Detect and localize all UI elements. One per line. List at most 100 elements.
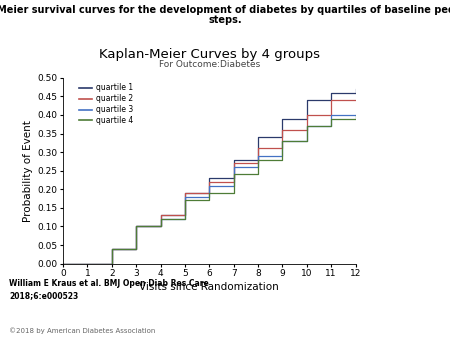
quartile 3 xyxy=(158,217,163,221)
quartile 4 xyxy=(279,158,285,162)
quartile 3 xyxy=(231,165,236,169)
quartile 3 xyxy=(304,139,310,143)
quartile 2 xyxy=(133,247,139,251)
quartile 3 xyxy=(255,154,261,158)
Text: For Outcome:Diabetes: For Outcome:Diabetes xyxy=(158,61,260,69)
quartile 4 xyxy=(60,262,66,266)
quartile 4 xyxy=(207,198,212,202)
quartile 2 xyxy=(207,180,212,184)
quartile 1 xyxy=(133,224,139,228)
quartile 1 xyxy=(279,117,285,121)
quartile 1 xyxy=(158,213,163,217)
Legend: quartile 1, quartile 2, quartile 3, quartile 4: quartile 1, quartile 2, quartile 3, quar… xyxy=(78,83,133,125)
quartile 2 xyxy=(182,213,188,217)
quartile 4 xyxy=(304,124,310,128)
quartile 3 xyxy=(182,217,188,221)
quartile 1 xyxy=(207,176,212,180)
quartile 4 xyxy=(279,139,285,143)
quartile 4 xyxy=(328,117,334,121)
quartile 3 xyxy=(207,195,212,199)
quartile 2 xyxy=(133,224,139,228)
Text: William E Kraus et al. BMJ Open Diab Res Care
2018;6:e000523: William E Kraus et al. BMJ Open Diab Res… xyxy=(9,279,209,300)
quartile 1 xyxy=(353,87,358,91)
quartile 4 xyxy=(255,172,261,176)
X-axis label: Visits since Randomization: Visits since Randomization xyxy=(140,282,279,292)
quartile 3 xyxy=(231,184,236,188)
quartile 1 xyxy=(231,176,236,180)
quartile 2 xyxy=(279,128,285,132)
quartile 3 xyxy=(207,184,212,188)
Title: Kaplan-Meier Curves by 4 groups: Kaplan-Meier Curves by 4 groups xyxy=(99,48,320,61)
Text: steps.: steps. xyxy=(208,15,242,25)
quartile 4 xyxy=(328,124,334,128)
quartile 3 xyxy=(133,224,139,228)
quartile 2 xyxy=(304,128,310,132)
quartile 2 xyxy=(353,98,358,102)
quartile 4 xyxy=(231,172,236,176)
quartile 1 xyxy=(60,262,66,266)
quartile 4 xyxy=(353,117,358,121)
quartile 2 xyxy=(304,113,310,117)
quartile 1 xyxy=(133,247,139,251)
quartile 4 xyxy=(133,224,139,228)
quartile 3 xyxy=(328,113,334,117)
quartile 1 xyxy=(255,158,261,162)
Text: Kaplan-Meier survival curves for the development of diabetes by quartiles of bas: Kaplan-Meier survival curves for the dev… xyxy=(0,5,450,15)
quartile 4 xyxy=(109,247,114,251)
quartile 3 xyxy=(353,113,358,117)
quartile 2 xyxy=(279,146,285,150)
Line: quartile 1: quartile 1 xyxy=(63,89,356,264)
quartile 2 xyxy=(255,146,261,150)
quartile 4 xyxy=(109,262,114,266)
quartile 3 xyxy=(279,154,285,158)
quartile 4 xyxy=(182,198,188,202)
quartile 3 xyxy=(304,124,310,128)
quartile 3 xyxy=(328,124,334,128)
quartile 2 xyxy=(255,161,261,165)
quartile 4 xyxy=(207,191,212,195)
quartile 4 xyxy=(158,217,163,221)
quartile 1 xyxy=(207,191,212,195)
Line: quartile 4: quartile 4 xyxy=(63,115,356,264)
quartile 4 xyxy=(133,247,139,251)
quartile 2 xyxy=(109,247,114,251)
quartile 1 xyxy=(182,191,188,195)
Text: BMJ Open
Diabetes
Research
& Care: BMJ Open Diabetes Research & Care xyxy=(387,272,428,318)
quartile 1 xyxy=(328,98,334,102)
quartile 2 xyxy=(109,262,114,266)
quartile 1 xyxy=(279,135,285,139)
quartile 4 xyxy=(182,217,188,221)
quartile 1 xyxy=(304,98,310,102)
quartile 1 xyxy=(328,91,334,95)
quartile 4 xyxy=(353,113,358,117)
quartile 2 xyxy=(231,161,236,165)
Text: ©2018 by American Diabetes Association: ©2018 by American Diabetes Association xyxy=(9,327,155,334)
quartile 2 xyxy=(158,213,163,217)
quartile 3 xyxy=(109,247,114,251)
quartile 2 xyxy=(353,98,358,102)
quartile 2 xyxy=(182,191,188,195)
quartile 1 xyxy=(231,158,236,162)
quartile 4 xyxy=(255,158,261,162)
quartile 4 xyxy=(158,224,163,228)
quartile 3 xyxy=(133,247,139,251)
quartile 4 xyxy=(304,139,310,143)
quartile 1 xyxy=(182,213,188,217)
Line: quartile 3: quartile 3 xyxy=(63,115,356,264)
quartile 1 xyxy=(109,247,114,251)
quartile 3 xyxy=(109,262,114,266)
quartile 2 xyxy=(207,191,212,195)
quartile 3 xyxy=(158,224,163,228)
quartile 3 xyxy=(255,165,261,169)
quartile 3 xyxy=(353,113,358,117)
quartile 1 xyxy=(255,135,261,139)
quartile 3 xyxy=(279,139,285,143)
quartile 4 xyxy=(231,191,236,195)
Y-axis label: Probability of Event: Probability of Event xyxy=(23,120,33,222)
quartile 1 xyxy=(109,262,114,266)
quartile 3 xyxy=(60,262,66,266)
quartile 3 xyxy=(182,195,188,199)
quartile 1 xyxy=(353,91,358,95)
quartile 1 xyxy=(304,117,310,121)
quartile 2 xyxy=(60,262,66,266)
